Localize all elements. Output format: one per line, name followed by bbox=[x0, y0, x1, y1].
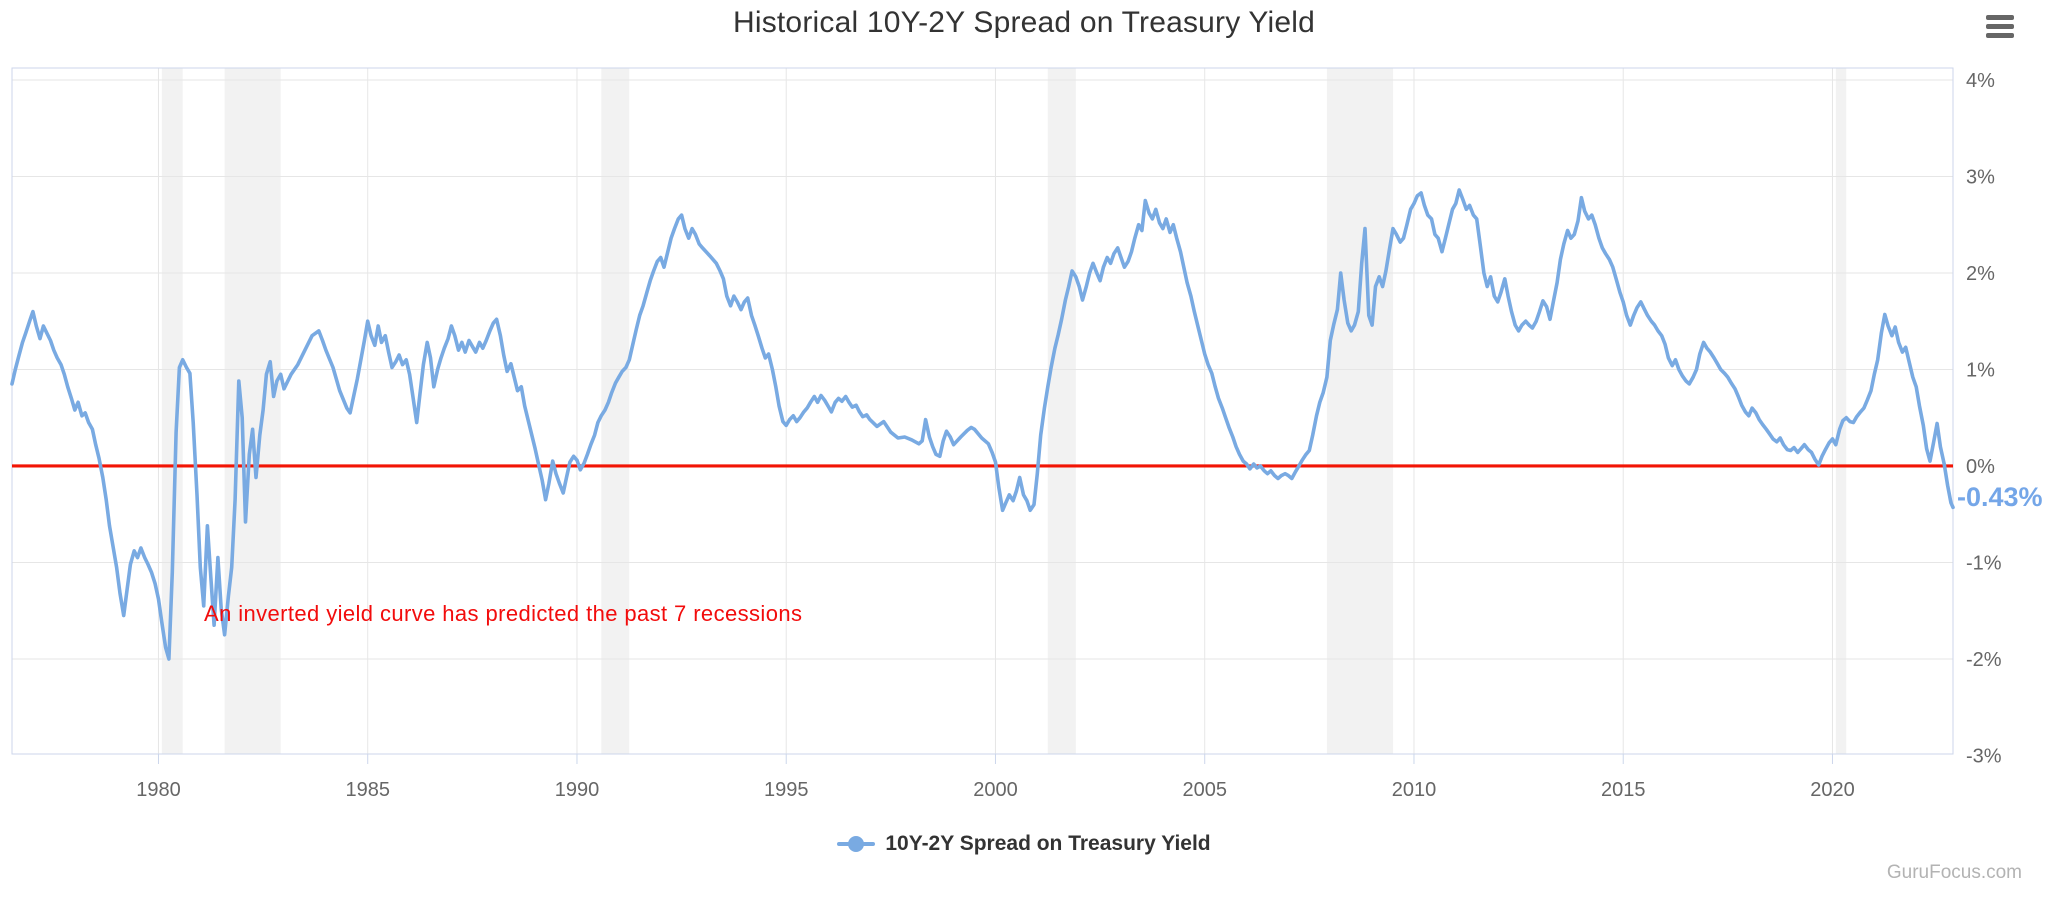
recession-band bbox=[161, 68, 183, 754]
plot-border bbox=[11, 67, 1954, 755]
watermark: GuruFocus.com bbox=[1886, 862, 2022, 883]
menu-bar bbox=[1986, 33, 2014, 38]
y-axis-label: 3% bbox=[1966, 166, 1995, 188]
series-line bbox=[10, 188, 1955, 661]
legend-label: 10Y-2Y Spread on Treasury Yield bbox=[885, 832, 1211, 855]
y-axis-label: 4% bbox=[1966, 70, 1995, 92]
annotation-text: An inverted yield curve has predicted th… bbox=[204, 601, 803, 626]
x-axis-label: 2020 bbox=[1810, 779, 1855, 801]
x-axis-label: 2000 bbox=[973, 779, 1018, 801]
legend-marker-icon bbox=[837, 835, 876, 853]
x-axis-label: 2005 bbox=[1182, 779, 1227, 801]
recession-band bbox=[1047, 68, 1076, 754]
y-axis-label: -1% bbox=[1966, 552, 2002, 574]
x-axis-label: 2015 bbox=[1601, 779, 1646, 801]
x-axis-label: 1995 bbox=[764, 779, 809, 801]
recession-band bbox=[1326, 68, 1394, 754]
menu-bar bbox=[1986, 15, 2014, 20]
x-axis-label: 1985 bbox=[345, 779, 390, 801]
x-axis-label: 2010 bbox=[1392, 779, 1437, 801]
x-axis-label: 1980 bbox=[136, 779, 181, 801]
last-value-label: -0.43% bbox=[1957, 482, 2043, 512]
y-axis-label: -2% bbox=[1966, 649, 2002, 671]
y-axis-label: 1% bbox=[1966, 359, 1995, 381]
menu-bar bbox=[1986, 24, 2014, 29]
y-axis-label: 0% bbox=[1966, 456, 1995, 478]
legend-item[interactable]: 10Y-2Y Spread on Treasury Yield bbox=[0, 832, 2048, 856]
y-axis-label: 2% bbox=[1966, 263, 1995, 285]
y-axis-label: -3% bbox=[1966, 745, 2002, 767]
x-axis-label: 1990 bbox=[555, 779, 600, 801]
recession-band bbox=[1835, 68, 1847, 754]
chart-title: Historical 10Y-2Y Spread on Treasury Yie… bbox=[732, 6, 1316, 39]
hamburger-menu-icon[interactable] bbox=[1986, 15, 2016, 41]
recession-band bbox=[224, 68, 281, 754]
